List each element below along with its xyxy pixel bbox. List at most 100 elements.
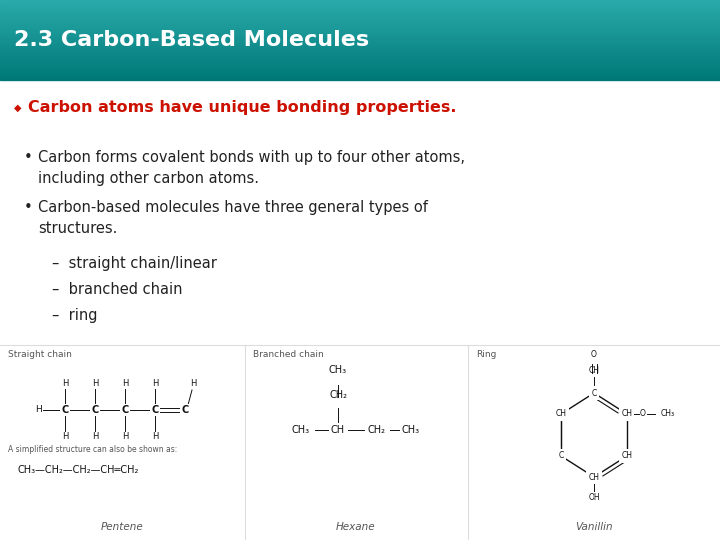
Text: CH₃: CH₃ — [329, 365, 347, 375]
Bar — [0, 59, 720, 61]
Text: ◆: ◆ — [14, 103, 22, 113]
Text: C: C — [61, 405, 68, 415]
Bar — [0, 46, 720, 48]
Bar — [0, 54, 720, 56]
Bar — [0, 65, 720, 66]
Bar — [0, 76, 720, 77]
Text: C: C — [181, 405, 189, 415]
Text: Carbon-based molecules have three general types of
structures.: Carbon-based molecules have three genera… — [38, 200, 428, 236]
Bar — [0, 74, 720, 76]
Bar — [0, 57, 720, 59]
Bar — [0, 25, 720, 26]
Text: H: H — [122, 432, 128, 441]
Text: H: H — [92, 432, 98, 441]
Bar — [0, 71, 720, 73]
Text: –  ring: – ring — [52, 308, 97, 323]
Bar — [0, 11, 720, 14]
Bar — [0, 17, 720, 19]
Text: CH₃: CH₃ — [661, 409, 675, 418]
Text: CH: CH — [556, 409, 567, 418]
Text: O: O — [591, 350, 597, 359]
Text: H: H — [35, 406, 41, 415]
Text: CH₃: CH₃ — [292, 425, 310, 435]
Bar — [0, 56, 720, 57]
Bar — [0, 26, 720, 28]
Bar — [0, 23, 720, 25]
Bar — [0, 42, 720, 44]
Text: OH: OH — [588, 493, 600, 502]
Text: CH₃: CH₃ — [402, 425, 420, 435]
Text: Branched chain: Branched chain — [253, 350, 324, 359]
Bar — [0, 2, 720, 4]
Text: H: H — [62, 379, 68, 388]
Bar — [0, 0, 720, 1]
Text: C: C — [591, 388, 597, 397]
Text: H: H — [152, 379, 158, 388]
Text: CH₂: CH₂ — [367, 425, 385, 435]
Text: CH: CH — [588, 366, 600, 375]
Text: Straight chain: Straight chain — [8, 350, 72, 359]
Text: CH₃—CH₂—CH₂—CH═CH₂: CH₃—CH₂—CH₂—CH═CH₂ — [18, 465, 140, 475]
Text: H: H — [152, 432, 158, 441]
Text: Vanillin: Vanillin — [575, 522, 613, 532]
Bar — [0, 8, 720, 9]
Text: Hexane: Hexane — [336, 522, 376, 532]
Text: C: C — [559, 451, 564, 461]
Text: Ring: Ring — [476, 350, 496, 359]
Bar — [0, 13, 720, 15]
Text: CH: CH — [588, 472, 600, 482]
Bar — [0, 3, 720, 5]
Bar — [0, 50, 720, 52]
Bar — [0, 69, 720, 71]
Bar — [0, 62, 720, 64]
Text: CH: CH — [331, 425, 345, 435]
Bar — [0, 21, 720, 23]
Text: •: • — [24, 200, 32, 215]
Text: Carbon forms covalent bonds with up to four other atoms,
including other carbon : Carbon forms covalent bonds with up to f… — [38, 150, 465, 186]
Bar — [0, 30, 720, 32]
Bar — [0, 68, 720, 69]
Text: 2.3 Carbon-Based Molecules: 2.3 Carbon-Based Molecules — [14, 30, 369, 50]
Bar — [0, 70, 720, 72]
Bar — [0, 51, 720, 53]
Text: C: C — [91, 405, 99, 415]
Bar — [0, 45, 720, 46]
Bar — [0, 28, 720, 29]
Bar — [0, 31, 720, 33]
Bar — [0, 37, 720, 39]
Bar — [0, 36, 720, 37]
Text: •: • — [24, 150, 32, 165]
Text: CH: CH — [621, 451, 632, 461]
Text: C: C — [122, 405, 129, 415]
Bar — [0, 6, 720, 8]
Bar — [0, 48, 720, 49]
Text: H: H — [122, 379, 128, 388]
Text: –  straight chain/linear: – straight chain/linear — [52, 256, 217, 271]
Bar — [0, 19, 720, 21]
Bar — [0, 38, 720, 40]
Bar — [0, 22, 720, 24]
Bar — [0, 66, 720, 68]
Bar — [0, 14, 720, 16]
Bar — [0, 1, 720, 3]
Text: H: H — [62, 432, 68, 441]
Bar — [0, 10, 720, 12]
Bar — [0, 16, 720, 17]
Bar — [0, 34, 720, 36]
Text: O: O — [640, 409, 646, 418]
Bar — [0, 18, 720, 20]
Bar — [0, 73, 720, 75]
Bar — [0, 77, 720, 79]
Text: A simplified structure can also be shown as:: A simplified structure can also be shown… — [8, 445, 177, 454]
Bar — [0, 63, 720, 65]
Text: –  branched chain: – branched chain — [52, 282, 182, 297]
Bar — [0, 9, 720, 11]
Bar — [0, 78, 720, 80]
Bar — [0, 53, 720, 55]
Bar — [0, 61, 720, 63]
Bar — [0, 33, 720, 35]
Text: CH: CH — [621, 409, 632, 418]
Text: H: H — [190, 379, 196, 388]
Text: C: C — [151, 405, 158, 415]
Text: Pentene: Pentene — [101, 522, 143, 532]
